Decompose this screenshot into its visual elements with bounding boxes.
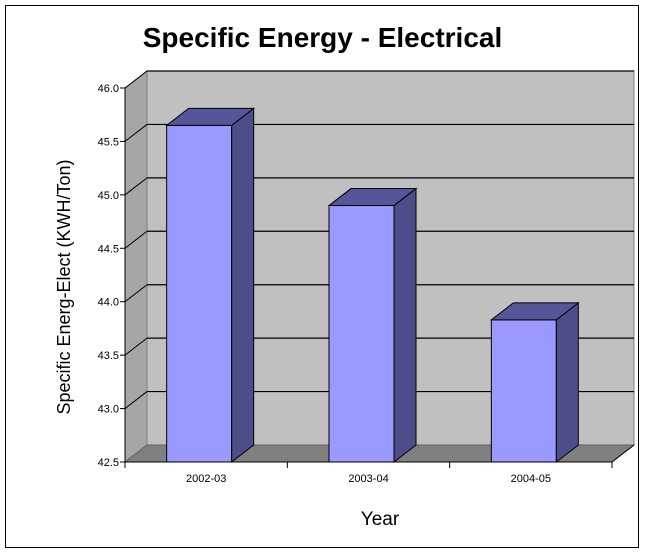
x-axis-end: [611, 444, 635, 463]
gridline-side: [124, 124, 148, 142]
bar-top: [489, 302, 580, 321]
y-tick-label: 46.0: [98, 83, 119, 95]
gridline-side: [124, 337, 148, 356]
y-tick-label: 43.0: [98, 404, 119, 416]
y-tick-label: 45.0: [98, 190, 119, 202]
y-tick-label: 44.5: [98, 243, 119, 255]
bar-side: [393, 187, 417, 464]
bar: [328, 205, 395, 463]
bar-side: [555, 301, 579, 464]
gridline-side: [124, 230, 148, 249]
y-tick-label: 43.5: [98, 350, 119, 362]
bar: [490, 319, 557, 463]
bar-top: [165, 107, 256, 126]
chart-title: Specific Energy - Electrical: [142, 22, 503, 53]
y-tick-label: 42.5: [98, 457, 119, 469]
gridline-side: [124, 391, 148, 409]
bar-side: [231, 107, 255, 464]
x-tick-label: 2003-04: [348, 473, 388, 485]
x-tick-label: 2004-05: [511, 473, 551, 485]
side-wall: [124, 69, 148, 464]
x-axis-label: Year: [361, 509, 400, 530]
bar: [166, 124, 233, 463]
x-tick-label: 2002-03: [186, 473, 226, 485]
gridline-side: [124, 70, 148, 89]
gridline-side: [124, 284, 148, 303]
gridline-side: [124, 177, 148, 196]
y-tick-label: 45.5: [98, 136, 119, 148]
bar-top: [327, 188, 418, 207]
y-axis-label: Specific Energ-Elect (KWH/Ton): [54, 159, 74, 414]
y-tick-label: 44.0: [98, 297, 119, 309]
